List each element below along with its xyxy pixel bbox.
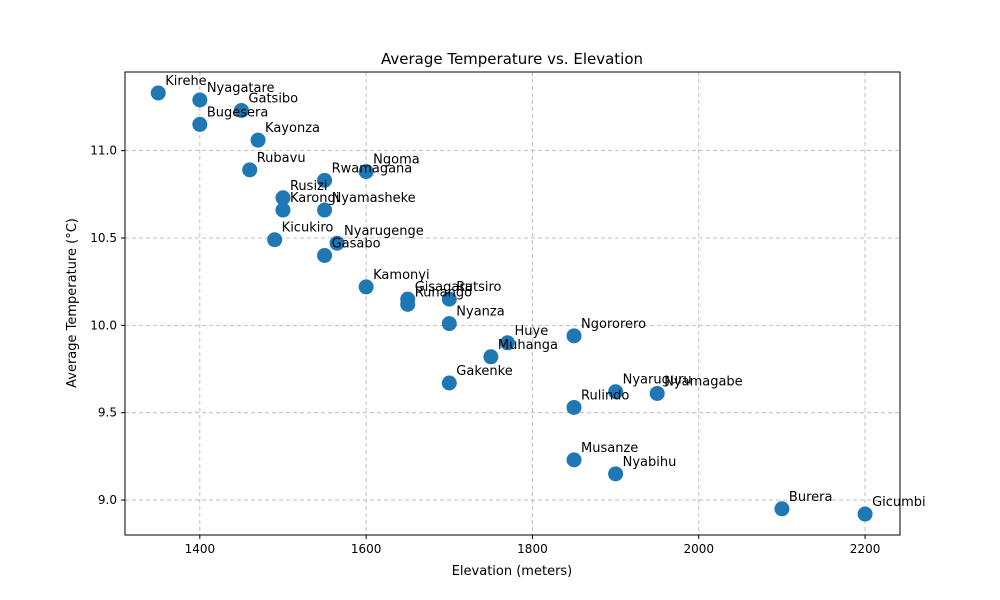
- y-axis-ticks: 9.0 9.5 10.0 10.5 11.0: [90, 144, 125, 507]
- point-label: Nyagatare: [207, 81, 275, 96]
- point-label: Gasabo: [332, 236, 381, 251]
- scatter-point: [608, 384, 624, 400]
- point-label: Burera: [789, 490, 833, 505]
- y-tick-label: 9.5: [98, 406, 117, 420]
- point-label: Rulindo: [581, 388, 629, 403]
- point-label: Bugesera: [207, 105, 269, 120]
- scatter-point: [317, 172, 333, 188]
- point-label: Nyabihu: [623, 455, 677, 470]
- scatter-point: [275, 190, 291, 206]
- scatter-point: [441, 375, 457, 391]
- point-label: Muhanga: [498, 338, 558, 353]
- x-tick-label: 2200: [850, 542, 881, 556]
- scatter-point: [358, 279, 374, 295]
- point-label: Kamonyi: [373, 268, 429, 283]
- x-axis-ticks: 1400 1600 1800 2000 2200: [185, 535, 881, 556]
- scatter-point: [329, 235, 345, 251]
- point-label: Kayonza: [265, 121, 320, 136]
- point-label: Gisagara: [415, 280, 473, 295]
- scatter-point: [441, 291, 457, 307]
- scatter-point: [649, 385, 665, 401]
- scatter-point: [857, 506, 873, 522]
- scatter-point: [608, 466, 624, 482]
- chart-title: Average Temperature vs. Elevation: [381, 50, 643, 68]
- scatter-point: [500, 335, 516, 351]
- y-tick-label: 10.5: [90, 231, 117, 245]
- point-label: Nyanza: [456, 305, 504, 320]
- scatter-point: [358, 164, 374, 180]
- scatter-point: [441, 316, 457, 332]
- point-label: Nyamagabe: [664, 374, 742, 389]
- scatter-point: [267, 232, 283, 248]
- scatter-point: [233, 102, 249, 118]
- point-label: Rutsiro: [456, 280, 501, 295]
- scatter-point: [566, 452, 582, 468]
- scatter-point: [400, 296, 416, 312]
- point-label: Huye: [515, 324, 549, 339]
- point-label: Rubavu: [257, 151, 306, 166]
- scatter-point: [774, 501, 790, 517]
- y-tick-label: 10.0: [90, 318, 117, 332]
- scatter-point: [250, 132, 266, 148]
- data-points: [150, 85, 873, 522]
- scatter-point: [317, 247, 333, 263]
- point-label: Ruhango: [415, 285, 472, 300]
- x-tick-label: 1800: [517, 542, 548, 556]
- grid: [125, 72, 900, 535]
- point-label: Musanze: [581, 441, 638, 456]
- point-label: Kicukiro: [282, 221, 334, 236]
- y-tick-label: 11.0: [90, 144, 117, 158]
- point-label: Rusizi: [290, 179, 328, 194]
- x-axis-label: Elevation (meters): [452, 564, 573, 579]
- point-label: Ngoma: [373, 153, 420, 168]
- scatter-point: [483, 349, 499, 365]
- point-label: Ngororero: [581, 317, 646, 332]
- scatter-point: [566, 399, 582, 415]
- scatter-point: [317, 202, 333, 218]
- point-label: Karongi: [290, 191, 339, 206]
- y-axis-label: Average Temperature (°C): [65, 218, 80, 388]
- x-tick-label: 2000: [683, 542, 714, 556]
- plot-area-frame: [124, 71, 901, 536]
- scatter-point: [275, 202, 291, 218]
- scatter-point: [566, 328, 582, 344]
- scatter-point: [242, 162, 258, 178]
- point-label: Nyamasheke: [332, 191, 416, 206]
- x-tick-label: 1600: [351, 542, 382, 556]
- point-label: Nyaruguru: [623, 373, 692, 388]
- scatter-point: [150, 85, 166, 101]
- point-label: Gakenke: [456, 364, 512, 379]
- point-label: Gicumbi: [872, 495, 926, 510]
- point-label: Gatsibo: [248, 91, 298, 106]
- point-label: Rwamagana: [332, 161, 413, 176]
- x-tick-label: 1400: [185, 542, 216, 556]
- point-label: Nyarugenge: [344, 224, 424, 239]
- y-tick-label: 9.0: [98, 493, 117, 507]
- point-label: Kirehe: [165, 74, 206, 89]
- scatter-point: [192, 92, 208, 108]
- scatter-point: [192, 116, 208, 132]
